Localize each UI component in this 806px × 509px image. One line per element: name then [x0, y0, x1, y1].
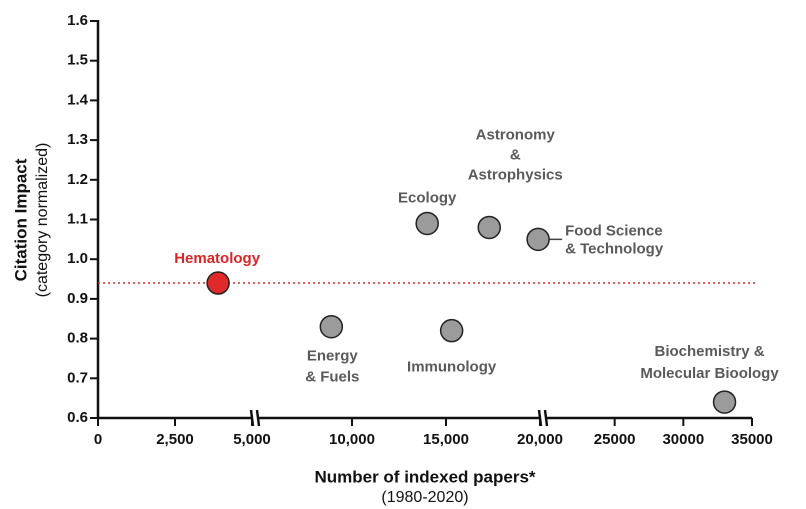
- x-tick-label: 15,000: [423, 431, 469, 448]
- point-label: Biochemistry &: [655, 343, 765, 360]
- y-tick-label: 1.0: [67, 250, 88, 267]
- x-tick-label: 30000: [662, 431, 704, 448]
- point-label: Energy: [307, 348, 359, 365]
- y-tick-label: 0.7: [67, 369, 88, 386]
- y-tick-label: 1.4: [67, 91, 89, 108]
- y-tick-label: 0.6: [67, 409, 88, 426]
- y-tick-label: 1.6: [67, 12, 88, 29]
- y-tick-label: 0.9: [67, 290, 88, 307]
- x-axis-title: Number of indexed papers*: [314, 467, 535, 486]
- y-axis-title: Citation Impact: [11, 158, 30, 281]
- x-tick-label: 5,000: [233, 431, 271, 448]
- point: [712, 390, 737, 414]
- axis-break: [543, 409, 549, 427]
- point-label: Ecology: [398, 189, 457, 206]
- point: [415, 211, 439, 236]
- x-tick-label: 0: [94, 431, 102, 448]
- y-tick-label: 1.3: [67, 131, 88, 148]
- point: [319, 314, 344, 339]
- point-label: &: [510, 146, 521, 163]
- x-tick-label: 10,000: [329, 431, 375, 448]
- point: [206, 271, 230, 295]
- x-tick-label: 20,000: [517, 431, 563, 448]
- point: [526, 227, 550, 252]
- point-label: Hematology: [174, 250, 261, 267]
- y-tick-label: 1.5: [67, 52, 88, 69]
- point-label: Immunology: [407, 359, 497, 376]
- x-tick-label: 2,500: [156, 431, 194, 448]
- point-label: & Technology: [565, 240, 664, 257]
- x-tick-label: 25000: [594, 431, 636, 448]
- point-label: Astrophysics: [468, 166, 563, 183]
- point-label: Astronomy: [476, 126, 556, 143]
- point-label: Food Science: [565, 222, 663, 239]
- x-tick-label: 35000: [731, 431, 773, 448]
- y-tick-label: 1.1: [67, 210, 88, 227]
- point-label: & Fuels: [305, 369, 359, 386]
- y-tick-label: 0.8: [67, 330, 88, 347]
- axis-break: [255, 409, 261, 427]
- point: [439, 318, 464, 343]
- y-tick-label: 1.2: [67, 171, 88, 188]
- x-axis-subtitle: (1980-2020): [381, 489, 468, 506]
- point-label: Molecular Bioology: [640, 365, 779, 382]
- point: [477, 215, 501, 240]
- y-axis-subtitle: (category normalized): [34, 143, 51, 298]
